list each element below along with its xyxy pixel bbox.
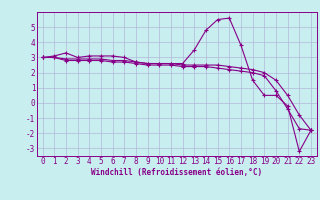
X-axis label: Windchill (Refroidissement éolien,°C): Windchill (Refroidissement éolien,°C) xyxy=(91,168,262,177)
